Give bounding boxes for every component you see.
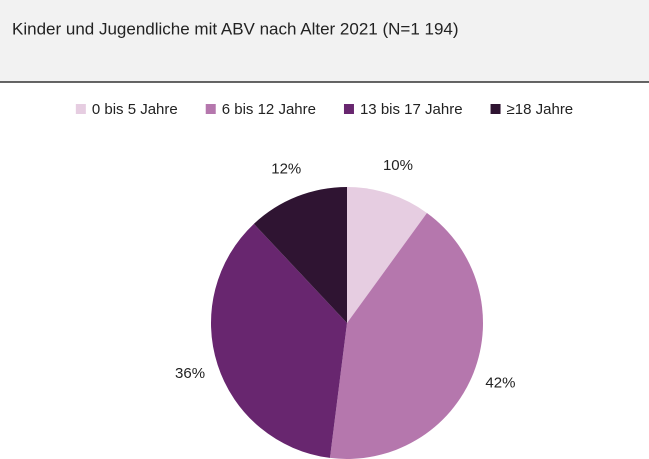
pie-slice xyxy=(210,223,347,458)
chart-title: Kinder und Jugendliche mit ABV nach Alte… xyxy=(12,19,459,38)
legend-label: 0 bis 5 Jahre xyxy=(92,101,178,118)
pie-slice xyxy=(329,212,484,459)
legend-label: ≥18 Jahre xyxy=(507,101,574,118)
legend-label: 13 bis 17 Jahre xyxy=(360,101,463,118)
data-label: 36% xyxy=(175,365,205,382)
legend-swatch xyxy=(343,104,354,114)
pie-slice xyxy=(253,187,347,323)
data-label: 42% xyxy=(485,375,515,392)
data-label: 12% xyxy=(271,161,301,178)
legend-label: 6 bis 12 Jahre xyxy=(222,101,316,118)
legend-swatch xyxy=(205,104,216,114)
title-box xyxy=(0,0,649,82)
data-label: 10% xyxy=(383,157,413,174)
legend-swatch xyxy=(490,104,501,114)
legend-swatch xyxy=(75,104,86,114)
legend: 0 bis 5 Jahre 6 bis 12 Jahre 13 bis 17 Jah… xyxy=(75,101,574,118)
pie-slice xyxy=(347,187,427,323)
